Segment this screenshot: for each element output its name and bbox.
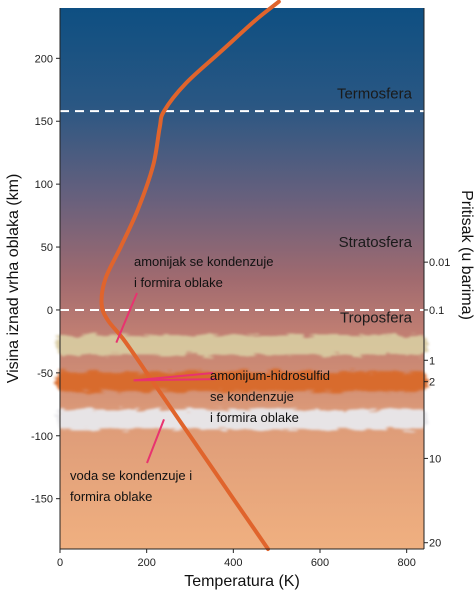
cloud-band-water: [56, 409, 428, 430]
x-tick-label: 800: [397, 557, 415, 569]
layer-label: Stratosfera: [339, 234, 413, 251]
axes: 0 200 400 600 800 200 150 100 50 0 -50 -100 -150 0.01…: [5, 8, 475, 590]
temperature-line: [99, 0, 281, 551]
pressure-tick-label: 0.01: [429, 257, 450, 269]
annotation-text: formira oblake: [70, 489, 152, 504]
cloud-band-ammonia: [56, 335, 428, 356]
annotation-text: se kondenzuje: [210, 389, 294, 404]
x-axis-title: Temperatura (K): [184, 573, 300, 590]
y-tick-label: 100: [35, 179, 53, 191]
pressure-tick-label: 10: [429, 453, 441, 465]
layer-label: Troposfera: [340, 310, 413, 327]
y-tick-label: -100: [31, 431, 53, 443]
pressure-tick-label: 20: [429, 538, 441, 550]
y-tick-label: 200: [35, 53, 53, 65]
annotations: amonijak se kondenzuje i formira oblake am…: [70, 254, 330, 504]
pressure-tick-label: 1: [429, 355, 435, 367]
annotation-pointer: [133, 372, 214, 382]
x-tick-label: 200: [137, 557, 155, 569]
y-tick-label: 50: [41, 242, 53, 254]
y-tick-label: -50: [37, 368, 53, 380]
annotation-pointer: [133, 378, 217, 382]
annotation-text: i formira oblake: [210, 410, 299, 425]
annotation-pointer: [115, 292, 138, 344]
layer-boundaries: [60, 110, 424, 311]
annotation-text: amonijum-hidrosulfid: [210, 368, 330, 383]
annotation-pointer: [146, 419, 165, 464]
y-tick-label: 0: [47, 305, 53, 317]
pressure-tick-label: 2: [429, 377, 435, 389]
atmosphere-layer-labels: Termosfera Stratosfera Troposfera: [337, 86, 413, 327]
y-tick-label: 150: [35, 116, 53, 128]
plot-background: [60, 8, 424, 549]
y-tick-label: -150: [31, 494, 53, 506]
y2-axis-title: Pritisak (u barima): [458, 190, 475, 320]
x-tick-label: 0: [57, 557, 63, 569]
annotation-text: voda se kondenzuje i: [70, 468, 192, 483]
annotation-text: i formira oblake: [134, 275, 223, 290]
temperature-profile: [99, 0, 281, 551]
layer-label: Termosfera: [337, 86, 413, 103]
y-axis-title: Visina iznad vrha oblaka (km): [5, 174, 22, 384]
x-tick-label: 400: [224, 557, 242, 569]
pressure-tick-label: 0.1: [429, 305, 444, 317]
x-tick-label: 600: [311, 557, 329, 569]
annotation-text: amonijak se kondenzuje: [134, 254, 273, 269]
